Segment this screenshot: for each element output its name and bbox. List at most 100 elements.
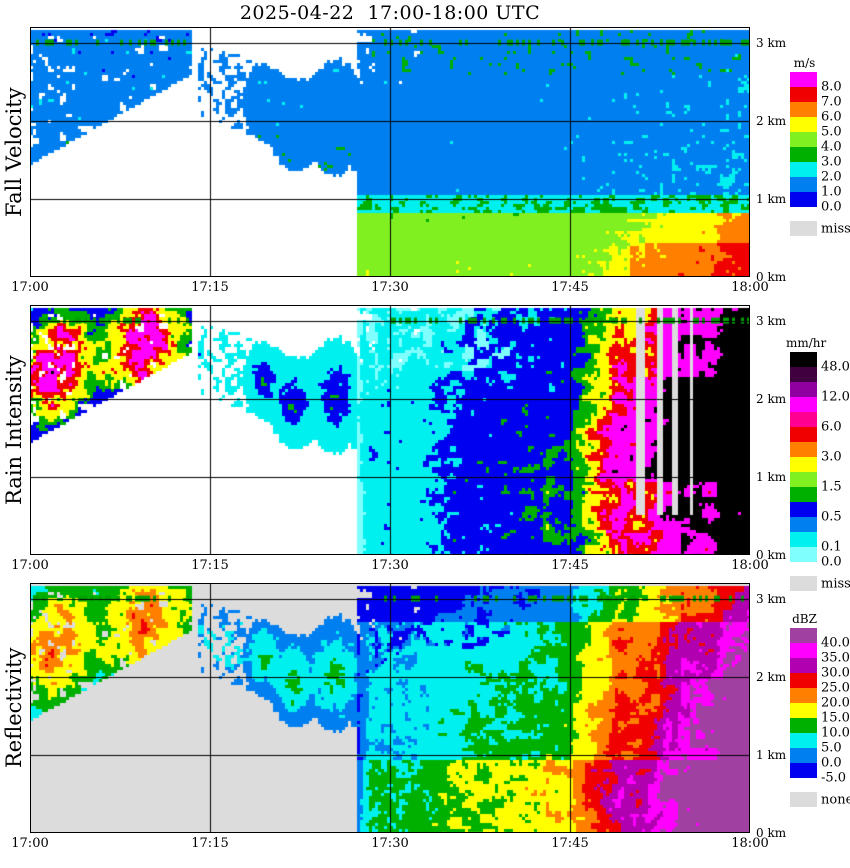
colorbar-tick-fall-velocity-3: 5.0 <box>821 124 842 140</box>
y-tick-fall-velocity-1: 2 km <box>756 113 787 128</box>
colorbar-tick-rain-intensity-4: 6.0 <box>821 419 842 435</box>
colorbar-band-fall-velocity-0 <box>790 72 817 87</box>
colorbar-tick-rain-intensity-6: 3.0 <box>821 449 842 465</box>
colorbar-tick-reflectivity-9: -5.0 <box>821 770 847 786</box>
colorbar-tick-reflectivity-8: 0.0 <box>821 755 842 771</box>
colorbar-band-rain-intensity-9 <box>790 487 817 502</box>
colorbar-band-rain-intensity-7 <box>790 457 817 472</box>
y-tick-reflectivity-1: 2 km <box>756 669 787 684</box>
axis-label-rain-intensity: Rain Intensity <box>2 355 26 505</box>
y-tick-rain-intensity-0: 3 km <box>756 313 787 328</box>
x-tick-reflectivity-4: 18:00 <box>731 836 769 851</box>
colorbar-band-rain-intensity-12 <box>790 532 817 547</box>
y-tick-reflectivity-0: 3 km <box>756 591 787 606</box>
colorbar-tick-rain-intensity-2: 12.0 <box>821 389 850 405</box>
colorbar-tick-fall-velocity-7: 1.0 <box>821 184 842 200</box>
colorbar-band-rain-intensity-0 <box>790 352 817 367</box>
colorbar-missing-swatch-rain-intensity <box>790 576 817 591</box>
colorbar-missing-swatch-reflectivity <box>790 792 817 807</box>
y-tick-reflectivity-3: 0 km <box>756 826 787 840</box>
page-title: 2025-04-22 17:00-18:00 UTC <box>239 2 541 24</box>
x-tick-rain-intensity-3: 17:45 <box>551 558 589 573</box>
colorbar-tick-fall-velocity-4: 4.0 <box>821 139 842 155</box>
y-tick-fall-velocity-2: 1 km <box>756 191 787 206</box>
colorbar-tick-fall-velocity-1: 7.0 <box>821 94 842 110</box>
x-tick-rain-intensity-1: 17:15 <box>191 558 229 573</box>
x-tick-fall-velocity-2: 17:30 <box>371 280 409 295</box>
colorbar-band-reflectivity-2 <box>790 658 817 673</box>
y-tick-rain-intensity-3: 0 km <box>756 548 787 562</box>
colorbar-tick-fall-velocity-0: 8.0 <box>821 79 842 95</box>
colorbar-band-fall-velocity-8 <box>790 192 817 207</box>
axis-label-reflectivity: Reflectivity <box>2 647 26 769</box>
colorbar-tick-reflectivity-5: 15.0 <box>821 710 850 726</box>
colorbar-band-fall-velocity-6 <box>790 162 817 177</box>
y-tick-rain-intensity-2: 1 km <box>756 469 787 484</box>
colorbar-tick-reflectivity-0: 40.0 <box>821 635 850 651</box>
y-tick-fall-velocity-0: 3 km <box>756 35 787 50</box>
colorbar-tick-fall-velocity-8: 0.0 <box>821 199 842 215</box>
colorbar-band-fall-velocity-5 <box>790 147 817 162</box>
y-tick-fall-velocity-3: 0 km <box>756 270 787 284</box>
x-tick-fall-velocity-1: 17:15 <box>191 280 229 295</box>
colorbar-band-reflectivity-5 <box>790 703 817 718</box>
colorbar-band-rain-intensity-1 <box>790 367 817 382</box>
colorbar-band-rain-intensity-4 <box>790 412 817 427</box>
colorbar-units-fall-velocity: m/s <box>793 56 816 70</box>
colorbar-missing-swatch-fall-velocity <box>790 221 817 236</box>
colorbar-band-rain-intensity-6 <box>790 442 817 457</box>
colorbar-tick-reflectivity-3: 25.0 <box>821 680 850 696</box>
colorbar-tick-rain-intensity-8: 1.5 <box>821 479 842 495</box>
colorbar-band-rain-intensity-8 <box>790 472 817 487</box>
x-tick-reflectivity-1: 17:15 <box>191 836 229 851</box>
colorbar-band-rain-intensity-13 <box>790 547 817 562</box>
colorbar-band-fall-velocity-3 <box>790 117 817 132</box>
x-tick-reflectivity-0: 17:00 <box>11 836 49 851</box>
colorbar-band-rain-intensity-3 <box>790 397 817 412</box>
colorbar-band-reflectivity-7 <box>790 733 817 748</box>
x-tick-fall-velocity-4: 18:00 <box>731 280 769 295</box>
colorbar-tick-rain-intensity-10: 0.5 <box>821 509 842 525</box>
colorbar-tick-rain-intensity-13: 0.0 <box>821 554 842 570</box>
colorbar-tick-rain-intensity-12: 0.1 <box>821 539 842 555</box>
colorbar-tick-reflectivity-7: 5.0 <box>821 740 842 756</box>
colorbar-band-fall-velocity-7 <box>790 177 817 192</box>
x-tick-rain-intensity-2: 17:30 <box>371 558 409 573</box>
y-tick-rain-intensity-1: 2 km <box>756 391 787 406</box>
colorbar-band-reflectivity-3 <box>790 673 817 688</box>
colorbar-missing-label-fall-velocity: miss <box>821 221 850 236</box>
colorbar-tick-fall-velocity-6: 2.0 <box>821 169 842 185</box>
axis-label-fall-velocity: Fall Velocity <box>2 87 26 217</box>
colorbar-band-rain-intensity-5 <box>790 427 817 442</box>
panel-fall-velocity <box>30 27 750 277</box>
colorbar-tick-fall-velocity-5: 3.0 <box>821 154 842 170</box>
x-tick-rain-intensity-4: 18:00 <box>731 558 769 573</box>
x-tick-reflectivity-3: 17:45 <box>551 836 589 851</box>
colorbar-tick-reflectivity-4: 20.0 <box>821 695 850 711</box>
colorbar-tick-fall-velocity-2: 6.0 <box>821 109 842 125</box>
colorbar-band-reflectivity-1 <box>790 643 817 658</box>
panel-rain-intensity <box>30 305 750 555</box>
x-tick-reflectivity-2: 17:30 <box>371 836 409 851</box>
y-tick-reflectivity-2: 1 km <box>756 747 787 762</box>
colorbar-band-reflectivity-8 <box>790 748 817 763</box>
x-tick-rain-intensity-0: 17:00 <box>11 558 49 573</box>
colorbar-band-reflectivity-0 <box>790 628 817 643</box>
colorbar-band-rain-intensity-10 <box>790 502 817 517</box>
colorbar-tick-rain-intensity-0: 48.0 <box>821 359 850 375</box>
colorbar-band-rain-intensity-2 <box>790 382 817 397</box>
colorbar-band-fall-velocity-1 <box>790 87 817 102</box>
colorbar-band-reflectivity-9 <box>790 763 817 778</box>
colorbar-missing-label-reflectivity: none <box>821 792 850 807</box>
colorbar-band-reflectivity-4 <box>790 688 817 703</box>
colorbar-band-reflectivity-6 <box>790 718 817 733</box>
colorbar-band-fall-velocity-2 <box>790 102 817 117</box>
plot-area-rain-intensity <box>30 305 750 555</box>
colorbar-band-rain-intensity-11 <box>790 517 817 532</box>
plot-area-reflectivity <box>30 583 750 833</box>
x-tick-fall-velocity-0: 17:00 <box>11 280 49 295</box>
colorbar-tick-reflectivity-6: 10.0 <box>821 725 850 741</box>
colorbar-band-fall-velocity-4 <box>790 132 817 147</box>
x-tick-fall-velocity-3: 17:45 <box>551 280 589 295</box>
